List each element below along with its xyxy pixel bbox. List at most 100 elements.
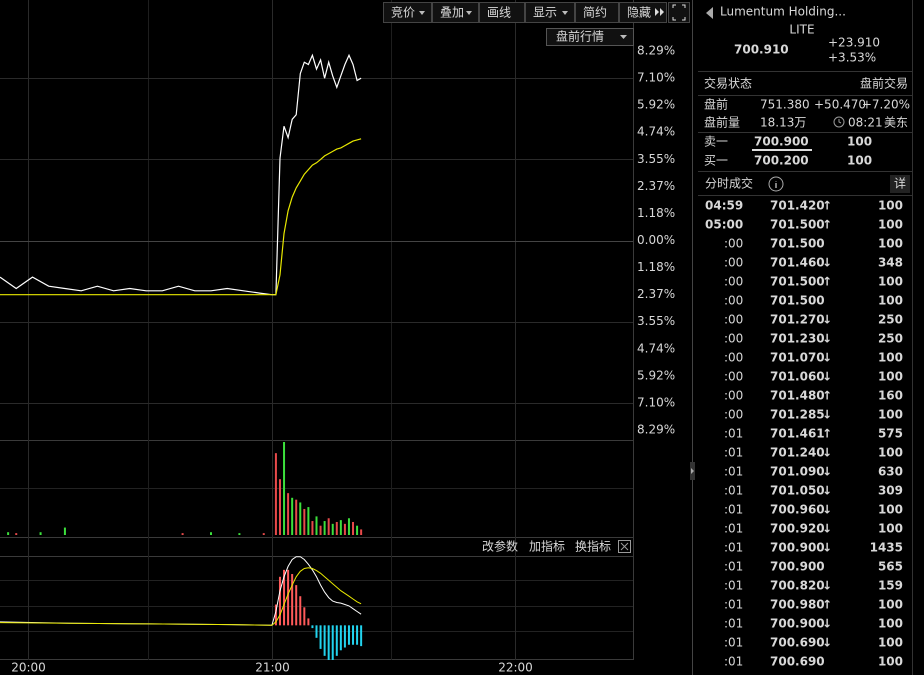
premarket-time: 08:21 [848,116,883,130]
trade-price: 701.070 [770,351,825,365]
dropdown-label[interactable]: 盘前行情 [556,29,604,44]
status-value: 盘前交易 [860,76,908,91]
close-indicator[interactable] [618,540,631,553]
volume-bar [343,523,346,535]
toolbar-button-label[interactable]: 叠加 [440,6,464,20]
macd-bar [291,574,294,626]
toolbar-button[interactable] [619,2,667,23]
trade-price: 701.240 [770,446,825,460]
trade-volume: 100 [878,408,903,422]
price-line [0,138,362,296]
volume-bar [356,525,359,535]
macd-bar [278,576,281,626]
trade-time: :00 [724,256,743,270]
y-tick-label: 8.29% [637,44,675,58]
back-arrow[interactable] [706,7,713,19]
volume-bar [303,508,306,535]
toolbar-button-label[interactable]: 简约 [583,5,607,20]
macd-bar [327,625,330,660]
stock-ticker: LITE [789,23,814,37]
toolbar-button[interactable] [575,2,619,23]
trade-price: 700.900 [770,560,825,574]
trade-volume: 100 [878,275,903,289]
trade-time: :01 [724,636,743,650]
toolbar-button[interactable] [383,2,432,23]
expand-button[interactable] [668,2,690,23]
trade-price: 700.960 [770,503,825,517]
volume-bar [39,532,42,535]
expand-icon [672,4,686,21]
trade-arrow: ↓ [822,446,832,460]
macd-line [0,567,362,626]
indicator-button[interactable]: 改参数 [482,539,518,554]
trade-arrow: ↓ [822,370,832,384]
close-icon [620,542,629,551]
book-label: 卖一 [704,135,728,149]
macd-bar [352,625,355,645]
trade-arrow: ↑ [822,598,832,612]
volume-bar [283,442,286,535]
toolbar-button[interactable] [479,2,525,23]
trade-price: 700.920 [770,522,825,536]
y-tick-label: 3.55% [637,152,675,166]
stock-name: Lumentum Holding... [720,5,846,19]
trades-detail[interactable]: 详 [894,176,906,191]
volume-bar [299,502,302,535]
macd-bar [347,625,350,645]
trade-volume: 250 [878,332,903,346]
trade-volume: 100 [878,218,903,232]
detail-button[interactable] [890,175,910,193]
trade-price: 701.500 [770,294,825,308]
trade-volume: 565 [878,560,903,574]
trade-price: 701.060 [770,370,825,384]
indicator-button[interactable]: 换指标 [575,539,611,554]
macd-bar [339,625,342,651]
trade-time: :01 [724,541,743,555]
trade-time: :00 [724,275,743,289]
volume-bar [210,532,212,535]
trade-arrow: ↓ [822,503,832,517]
trade-volume: 100 [878,598,903,612]
volume-bar [15,533,18,535]
trade-arrow: ↓ [822,351,832,365]
toolbar-button[interactable] [432,2,479,23]
macd-bar [343,625,346,648]
toolbar-button-label[interactable]: 显示 [533,6,557,20]
price-change-pct: +3.53% [828,51,876,65]
toolbar-button-label[interactable]: 画线 [487,6,511,20]
trade-price: 700.900 [770,617,825,631]
trade-volume: 100 [878,351,903,365]
book-price: 700.900 [754,135,809,149]
trade-volume: 575 [878,427,903,441]
trade-time: :00 [724,370,743,384]
toolbar-button-label[interactable]: 隐藏 [627,6,651,20]
trade-volume: 1435 [870,541,903,555]
info-icon[interactable] [768,176,784,192]
price-change: +23.910 [828,36,880,50]
trade-volume: 159 [878,579,903,593]
trade-volume: 250 [878,313,903,327]
book-price: 700.200 [754,154,809,168]
trade-price: 700.690 [770,655,825,669]
macd-bar [335,625,338,656]
trade-arrow: ↓ [822,522,832,536]
dropdown[interactable] [546,28,634,46]
macd-bar [360,625,363,647]
dropdown-caret [562,11,568,15]
trade-time: :00 [724,237,743,251]
volume-bar [291,497,294,535]
y-tick-label: 2.37% [637,179,675,193]
trade-price: 701.420 [770,199,825,213]
trade-volume: 100 [878,636,903,650]
trade-time: :00 [724,332,743,346]
dropdown-caret [620,35,627,39]
trade-price: 701.480 [770,389,825,403]
toolbar-button-label[interactable]: 竞价 [391,6,415,20]
indicator-button[interactable]: 加指标 [529,539,565,554]
trade-arrow: ↓ [822,484,832,498]
toolbar-button[interactable] [525,2,575,23]
volume-bar [238,533,241,535]
trade-time: :01 [724,484,743,498]
